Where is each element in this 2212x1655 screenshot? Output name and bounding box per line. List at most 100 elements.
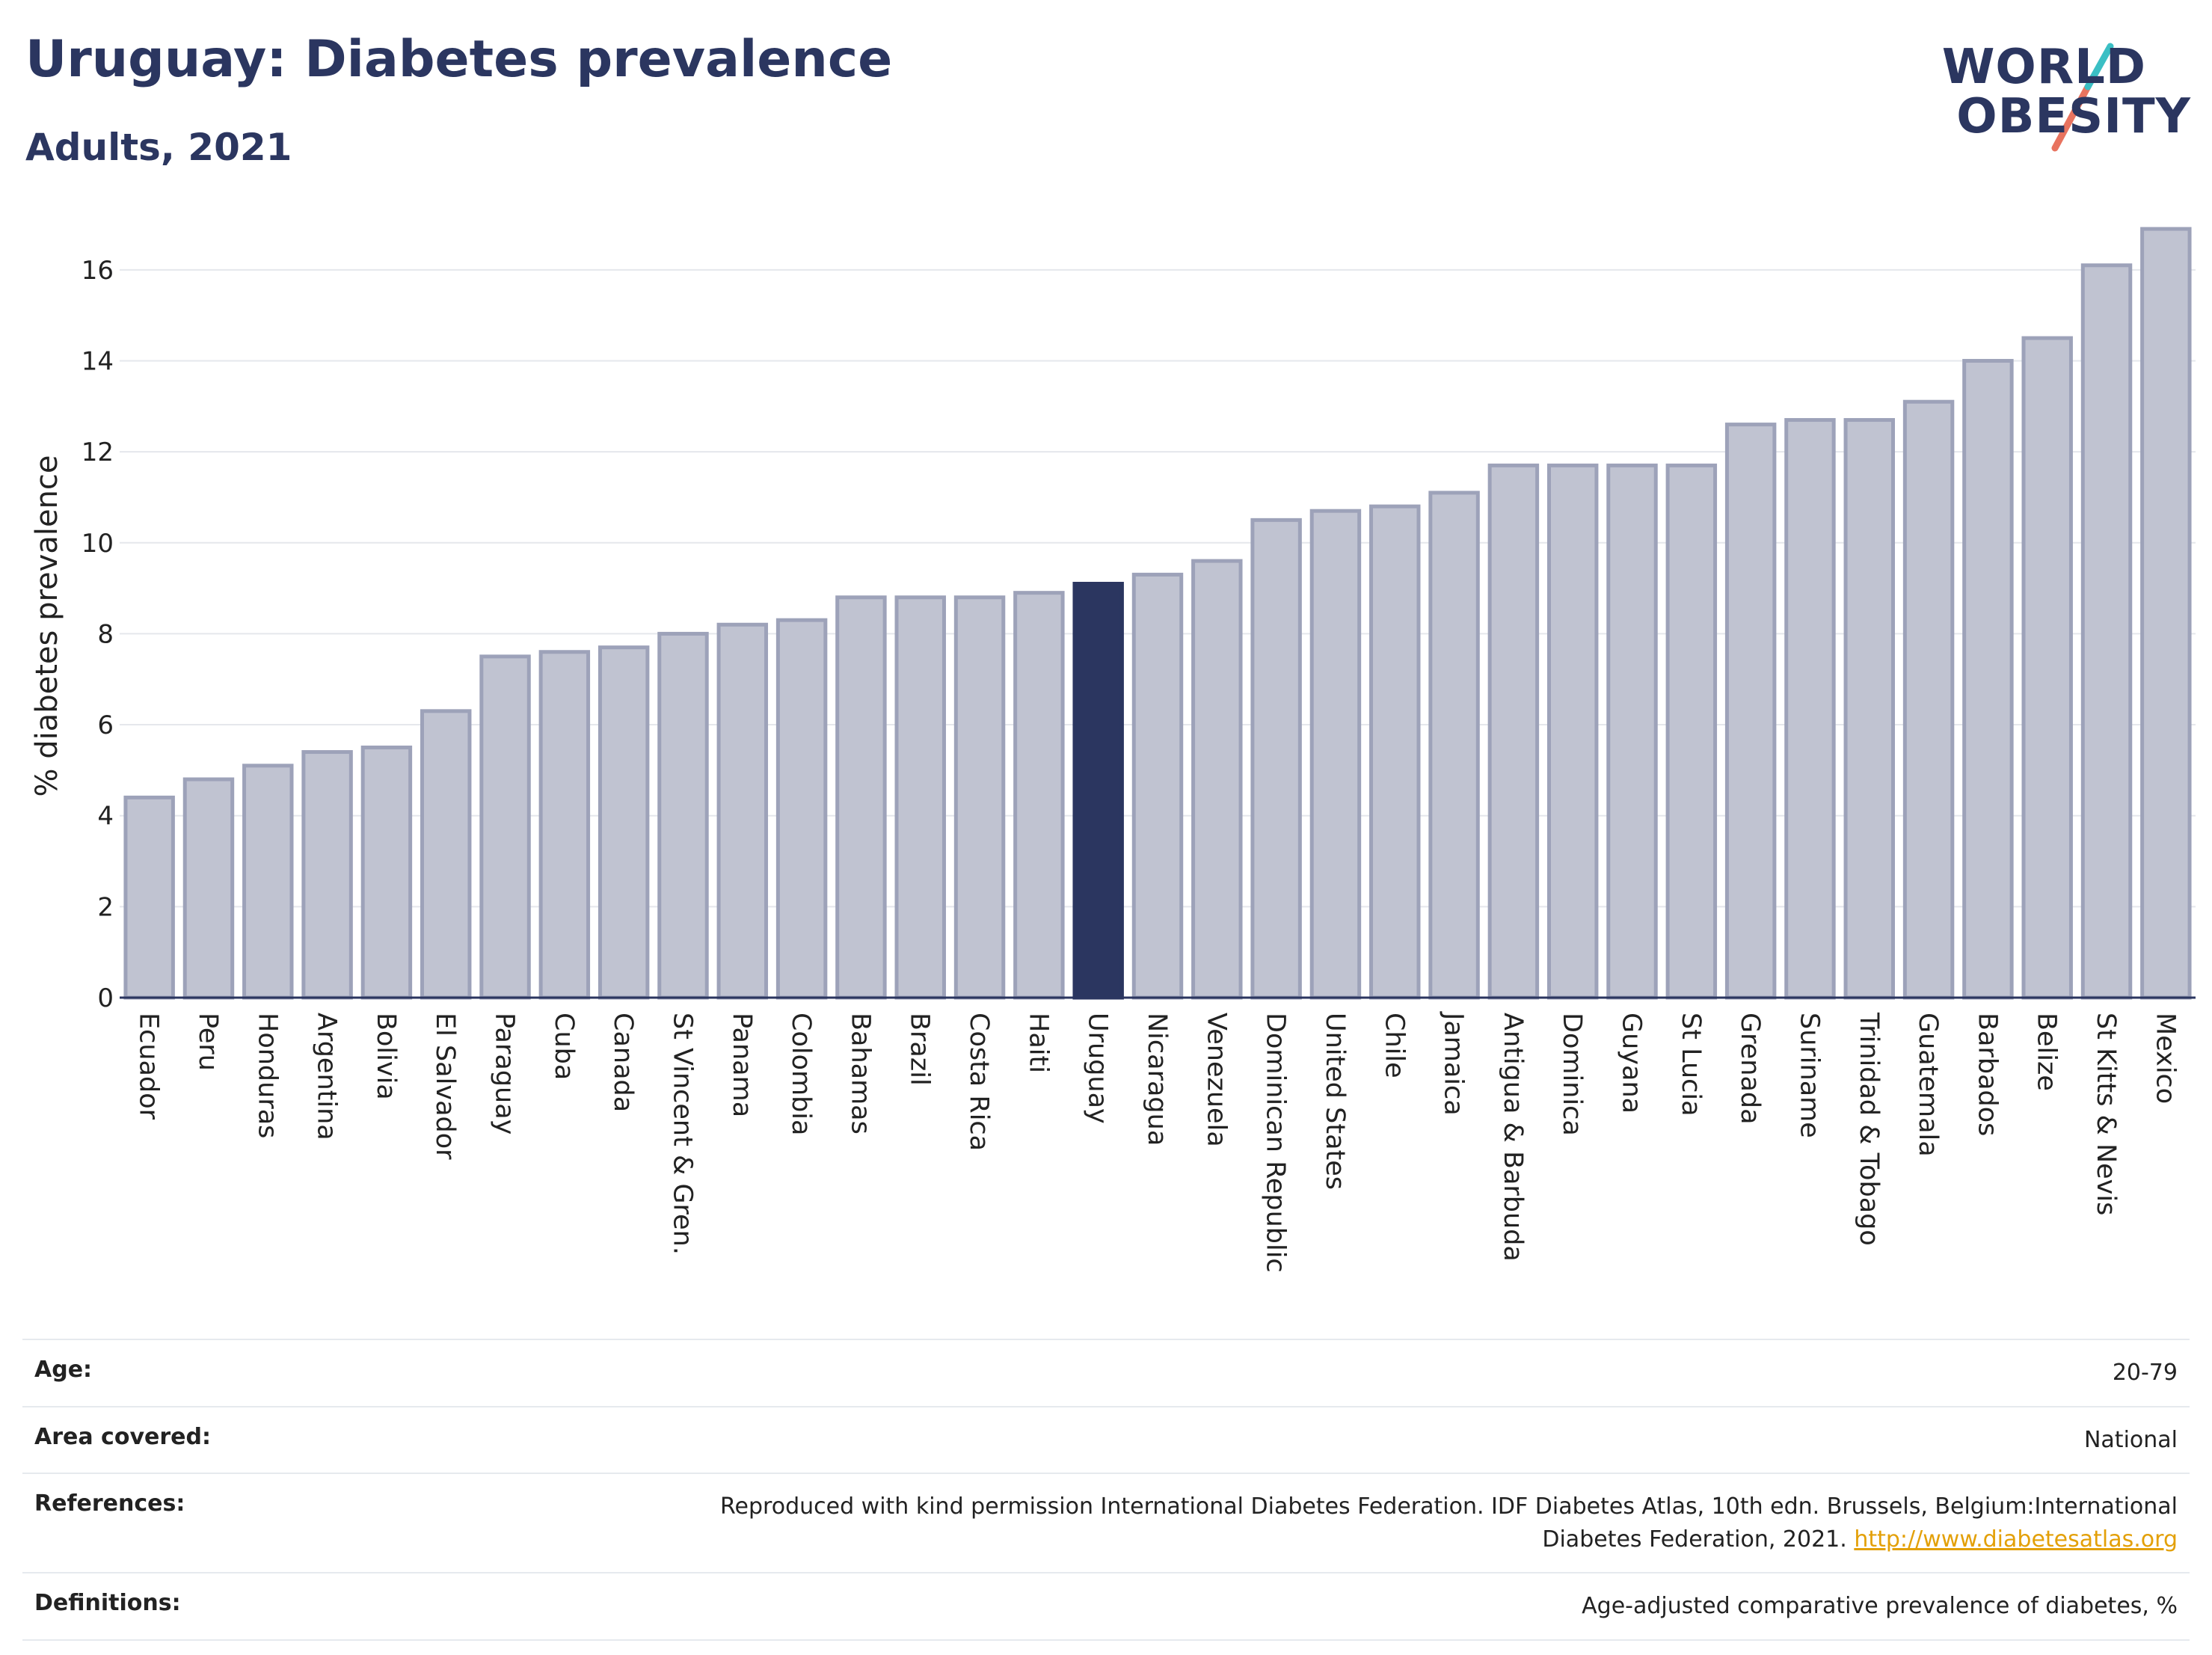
- x-tick-label: Jamaica: [1439, 1011, 1469, 1116]
- x-tick-label: Haiti: [1023, 1013, 1053, 1073]
- info-key-definitions: Definitions:: [34, 1590, 181, 1616]
- bar-st-vincent-gren-: [657, 631, 709, 1000]
- info-key-age: Age:: [34, 1357, 93, 1383]
- bar-bahamas: [835, 595, 887, 1000]
- bar-peru: [182, 777, 235, 1000]
- info-value-area: National: [2083, 1426, 2178, 1453]
- y-axis-title: % diabetes prevalence: [30, 455, 64, 796]
- bar-barbados: [1962, 358, 2014, 1000]
- y-tick-label: 16: [82, 256, 114, 286]
- x-tick-label: Barbados: [1972, 1013, 2002, 1136]
- page-subtitle: Adults, 2021: [25, 126, 292, 169]
- bar-canada: [597, 645, 650, 1000]
- logo-slash-icon: [2051, 43, 2114, 152]
- x-tick-label: Canada: [608, 1013, 638, 1112]
- y-tick-label: 4: [97, 802, 114, 832]
- world-obesity-logo: WORLD OBESITY: [1941, 21, 2191, 163]
- bar-mexico: [2140, 227, 2192, 1000]
- info-row-references: References: Reproduced with kind permiss…: [22, 1473, 2190, 1572]
- x-tick-label: Guyana: [1617, 1013, 1647, 1114]
- bar-st-lucia: [1665, 463, 1718, 1000]
- x-tick-label: St Kitts & Nevis: [2091, 1013, 2121, 1215]
- y-tick-label: 6: [97, 710, 114, 740]
- y-tick-label: 0: [97, 983, 114, 1013]
- x-tick-label: Uruguay: [1083, 1013, 1113, 1124]
- x-tick-label: El Salvador: [430, 1013, 460, 1160]
- x-tick-label: Antigua & Barbuda: [1498, 1013, 1528, 1262]
- bar-st-kitts-nevis: [2080, 263, 2133, 1000]
- references-link[interactable]: http://www.diabetesatlas.org: [1854, 1526, 2178, 1553]
- bar-costa-rica: [953, 595, 1006, 1000]
- bar-grenada: [1724, 423, 1777, 1000]
- bar-ecuador: [123, 795, 175, 1000]
- bar-chile: [1369, 504, 1421, 1000]
- bar-suriname: [1784, 418, 1836, 1000]
- bar-venezuela: [1191, 559, 1243, 1000]
- x-tick-label: Belize: [2032, 1013, 2062, 1091]
- info-value-references: Reproduced with kind permission Internat…: [645, 1490, 2178, 1556]
- x-tick-label: Peru: [193, 1013, 223, 1071]
- bar-bolivia: [360, 745, 413, 1000]
- y-tick-label: 14: [82, 346, 114, 376]
- x-tick-label: Nicaragua: [1142, 1013, 1172, 1146]
- x-tick-label: Venezuela: [1201, 1013, 1231, 1147]
- bar-el-salvador: [420, 709, 472, 1000]
- info-key-references: References:: [34, 1490, 185, 1517]
- x-tick-label: Colombia: [786, 1013, 816, 1135]
- bar-antigua-barbuda: [1487, 463, 1540, 1000]
- x-tick-label: Honduras: [252, 1013, 282, 1138]
- bar-chart: 0 2 4 6 8 10 12 14 16 % diabetes prevalence Ecuado…: [30, 227, 2196, 1273]
- x-tick-label: Bahamas: [845, 1013, 875, 1134]
- x-tick-label: Bolivia: [371, 1013, 401, 1100]
- bar-honduras: [242, 764, 294, 1000]
- x-tick-label: Panama: [727, 1013, 757, 1117]
- info-value-age: 20-79: [2112, 1360, 2178, 1386]
- bar-dominica: [1546, 463, 1599, 1000]
- x-tick-label: Ecuador: [134, 1013, 164, 1120]
- x-tick-label: Dominican Republic: [1261, 1013, 1291, 1273]
- bar-haiti: [1013, 591, 1065, 1000]
- y-tick-label: 10: [82, 529, 114, 559]
- x-tick-label: Argentina: [312, 1013, 342, 1140]
- x-tick-label: Suriname: [1794, 1013, 1824, 1138]
- y-tick-label: 12: [82, 437, 114, 467]
- bar-united-states: [1309, 509, 1362, 1000]
- bar-guatemala: [1902, 399, 1955, 1000]
- x-tick-label: St Lucia: [1676, 1013, 1706, 1117]
- x-tick-label: Brazil: [905, 1013, 935, 1086]
- y-tick-label: 8: [97, 619, 114, 649]
- bar-cuba: [538, 650, 591, 1000]
- x-tick-label: Grenada: [1735, 1013, 1765, 1125]
- bar-jamaica: [1428, 491, 1480, 1000]
- x-tick-label: United States: [1320, 1013, 1350, 1190]
- x-tick-label: Paraguay: [490, 1013, 520, 1134]
- x-tick-label: St Vincent & Gren.: [667, 1013, 697, 1255]
- x-tick-label: Costa Rica: [964, 1013, 994, 1151]
- bar-nicaragua: [1131, 572, 1184, 1000]
- bar-brazil: [894, 595, 946, 1000]
- x-tick-label: Dominica: [1557, 1013, 1587, 1136]
- x-tick-label: Cuba: [549, 1013, 579, 1080]
- info-row-age: Age: 20-79: [22, 1339, 2190, 1406]
- logo-word-world: WORLD: [1941, 40, 2146, 95]
- references-text: Reproduced with kind permission Internat…: [720, 1493, 2178, 1553]
- bar-trinidad-tobago: [1843, 418, 1895, 1000]
- info-table: Age: 20-79 Area covered: National Refere…: [22, 1339, 2190, 1641]
- y-tick-label: 2: [97, 892, 114, 922]
- info-row-area: Area covered: National: [22, 1405, 2190, 1473]
- bar-colombia: [775, 618, 828, 1000]
- info-row-definitions: Definitions: Age-adjusted comparative pr…: [22, 1572, 2190, 1641]
- logo-word-obesity: OBESITY: [1956, 89, 2191, 144]
- bar-dominican-republic: [1250, 518, 1302, 1000]
- page-title: Uruguay: Diabetes prevalence: [25, 30, 893, 89]
- bar-belize: [2021, 336, 2073, 1000]
- info-key-area: Area covered:: [34, 1423, 211, 1450]
- bar-panama: [716, 622, 769, 1000]
- x-tick-label: Trinidad & Tobago: [1854, 1012, 1884, 1246]
- bar-argentina: [301, 750, 353, 1000]
- info-value-definitions: Age-adjusted comparative prevalence of d…: [1582, 1593, 2178, 1619]
- bar-uruguay: [1072, 582, 1124, 1000]
- bar-paraguay: [479, 654, 531, 1000]
- x-tick-label: Chile: [1379, 1013, 1409, 1078]
- x-tick-label: Guatemala: [1913, 1013, 1943, 1157]
